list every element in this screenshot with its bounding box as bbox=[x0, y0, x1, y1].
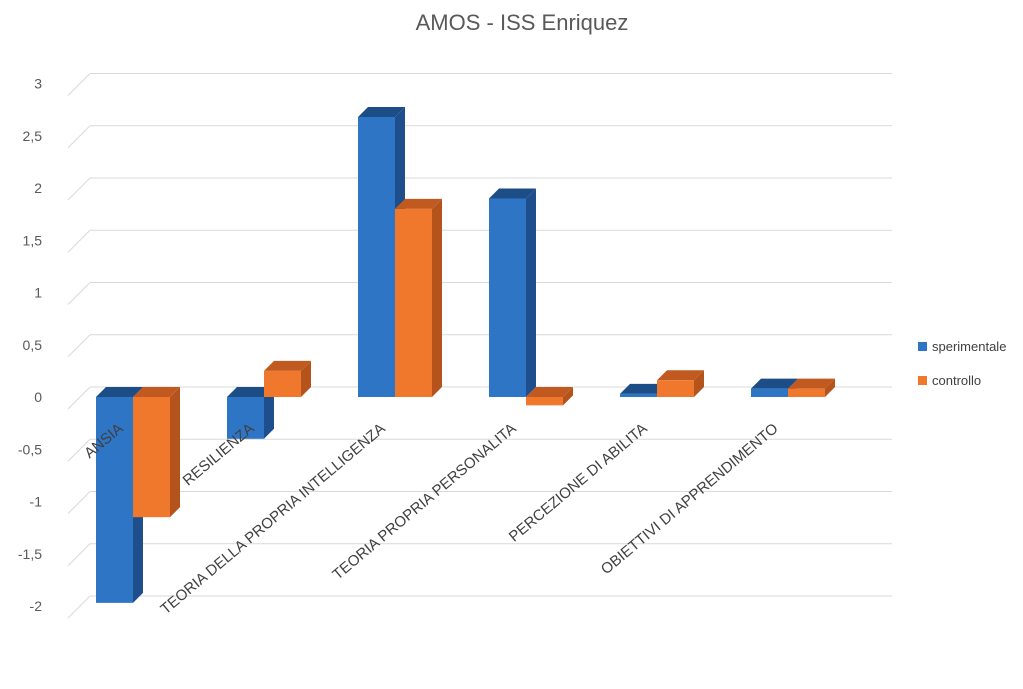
gridlines bbox=[67, 73, 892, 619]
gridline-depth bbox=[67, 438, 91, 462]
chart-title: AMOS - ISS Enriquez bbox=[416, 10, 629, 35]
bar-top bbox=[788, 378, 835, 389]
y-axis: 3 2,5 2 1,5 1 0,5 0 -0,5 -1 -1,5 -2 bbox=[18, 76, 42, 615]
bar-sperimentale-3 bbox=[489, 188, 536, 397]
bar-top bbox=[264, 360, 311, 371]
bar-sperimentale-1 bbox=[227, 387, 274, 439]
gridline-depth bbox=[67, 386, 91, 410]
bar-top bbox=[526, 387, 573, 397]
y-tick-label: 1 bbox=[34, 285, 42, 301]
bar-controllo-1 bbox=[264, 360, 311, 397]
bar-side bbox=[825, 378, 835, 397]
bar bbox=[133, 397, 170, 518]
category-label: RESILIENZA bbox=[180, 420, 258, 489]
bar-top bbox=[620, 383, 667, 394]
bar-controllo-0 bbox=[133, 387, 180, 518]
bar bbox=[489, 198, 526, 397]
bar bbox=[264, 370, 301, 397]
gridline-depth bbox=[67, 229, 91, 253]
bar-side bbox=[694, 370, 704, 397]
bar-controllo-3 bbox=[526, 387, 573, 406]
bar-side bbox=[432, 198, 442, 397]
bar-side bbox=[170, 387, 180, 518]
legend-label: controllo bbox=[932, 373, 981, 388]
bar-top bbox=[751, 378, 798, 389]
bar-top bbox=[133, 387, 180, 397]
y-tick-label: 3 bbox=[34, 76, 42, 92]
bar-side bbox=[264, 387, 274, 439]
gridline-depth bbox=[67, 334, 91, 358]
bars bbox=[96, 106, 835, 603]
gridline-depth bbox=[67, 73, 91, 96]
bar-side bbox=[301, 360, 311, 397]
bar-side bbox=[563, 387, 573, 406]
bar-side bbox=[526, 188, 536, 397]
bar bbox=[526, 397, 563, 406]
gridline-depth bbox=[67, 543, 91, 567]
bar-top bbox=[489, 188, 536, 199]
y-tick-label: 0,5 bbox=[23, 337, 43, 353]
bar bbox=[96, 397, 133, 603]
bar bbox=[227, 397, 264, 439]
gridline-depth bbox=[67, 177, 91, 201]
bar-controllo-4 bbox=[657, 370, 704, 397]
bar bbox=[358, 116, 395, 397]
gridline-depth bbox=[67, 491, 91, 514]
y-tick-label: 1,5 bbox=[23, 232, 43, 248]
y-tick-label: -0,5 bbox=[18, 441, 42, 457]
y-tick-label: 0 bbox=[34, 389, 42, 405]
bar-top bbox=[657, 370, 704, 381]
gridline-depth bbox=[67, 595, 91, 619]
bar-top bbox=[395, 198, 442, 209]
bar bbox=[788, 388, 825, 397]
y-tick-label: 2 bbox=[34, 180, 42, 196]
legend-swatch bbox=[918, 342, 927, 351]
bar bbox=[751, 388, 788, 397]
y-tick-label: -1,5 bbox=[18, 546, 42, 562]
bar bbox=[620, 393, 657, 397]
y-tick-label: -2 bbox=[30, 598, 43, 614]
y-tick-label: -1 bbox=[30, 494, 43, 510]
legend: sperimentale controllo bbox=[918, 339, 1006, 388]
bar bbox=[395, 208, 432, 397]
bar bbox=[657, 380, 694, 397]
gridline-depth bbox=[67, 282, 91, 305]
category-label: TEORIA DELLA PROPRIA INTELLIGENZA bbox=[157, 420, 388, 618]
bar-top bbox=[358, 106, 405, 117]
bar-top bbox=[96, 387, 143, 397]
gridline-depth bbox=[67, 125, 91, 149]
bar-controllo-2 bbox=[395, 198, 442, 397]
y-tick-label: 2,5 bbox=[23, 128, 43, 144]
legend-swatch bbox=[918, 376, 927, 385]
legend-label: sperimentale bbox=[932, 339, 1006, 354]
bar-controllo-5 bbox=[788, 378, 835, 397]
bar-top bbox=[227, 387, 274, 397]
